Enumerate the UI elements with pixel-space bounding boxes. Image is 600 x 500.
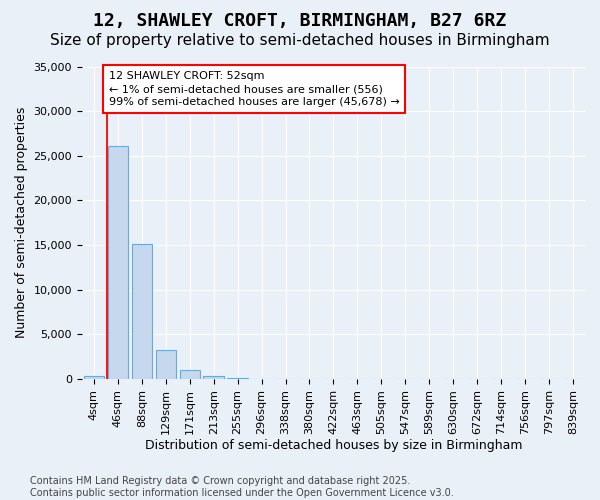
Bar	[179, 370, 200, 379]
Text: 12, SHAWLEY CROFT, BIRMINGHAM, B27 6RZ: 12, SHAWLEY CROFT, BIRMINGHAM, B27 6RZ	[94, 12, 506, 30]
Text: 12 SHAWLEY CROFT: 52sqm
← 1% of semi-detached houses are smaller (556)
99% of se: 12 SHAWLEY CROFT: 52sqm ← 1% of semi-det…	[109, 71, 400, 108]
Bar	[155, 350, 176, 379]
Text: Size of property relative to semi-detached houses in Birmingham: Size of property relative to semi-detach…	[50, 32, 550, 48]
Y-axis label: Number of semi-detached properties: Number of semi-detached properties	[15, 107, 28, 338]
Bar	[83, 376, 104, 379]
Bar	[107, 146, 128, 379]
Bar	[227, 378, 248, 379]
Text: Contains HM Land Registry data © Crown copyright and database right 2025.
Contai: Contains HM Land Registry data © Crown c…	[30, 476, 454, 498]
X-axis label: Distribution of semi-detached houses by size in Birmingham: Distribution of semi-detached houses by …	[145, 440, 522, 452]
Bar	[203, 376, 224, 379]
Bar	[131, 244, 152, 379]
